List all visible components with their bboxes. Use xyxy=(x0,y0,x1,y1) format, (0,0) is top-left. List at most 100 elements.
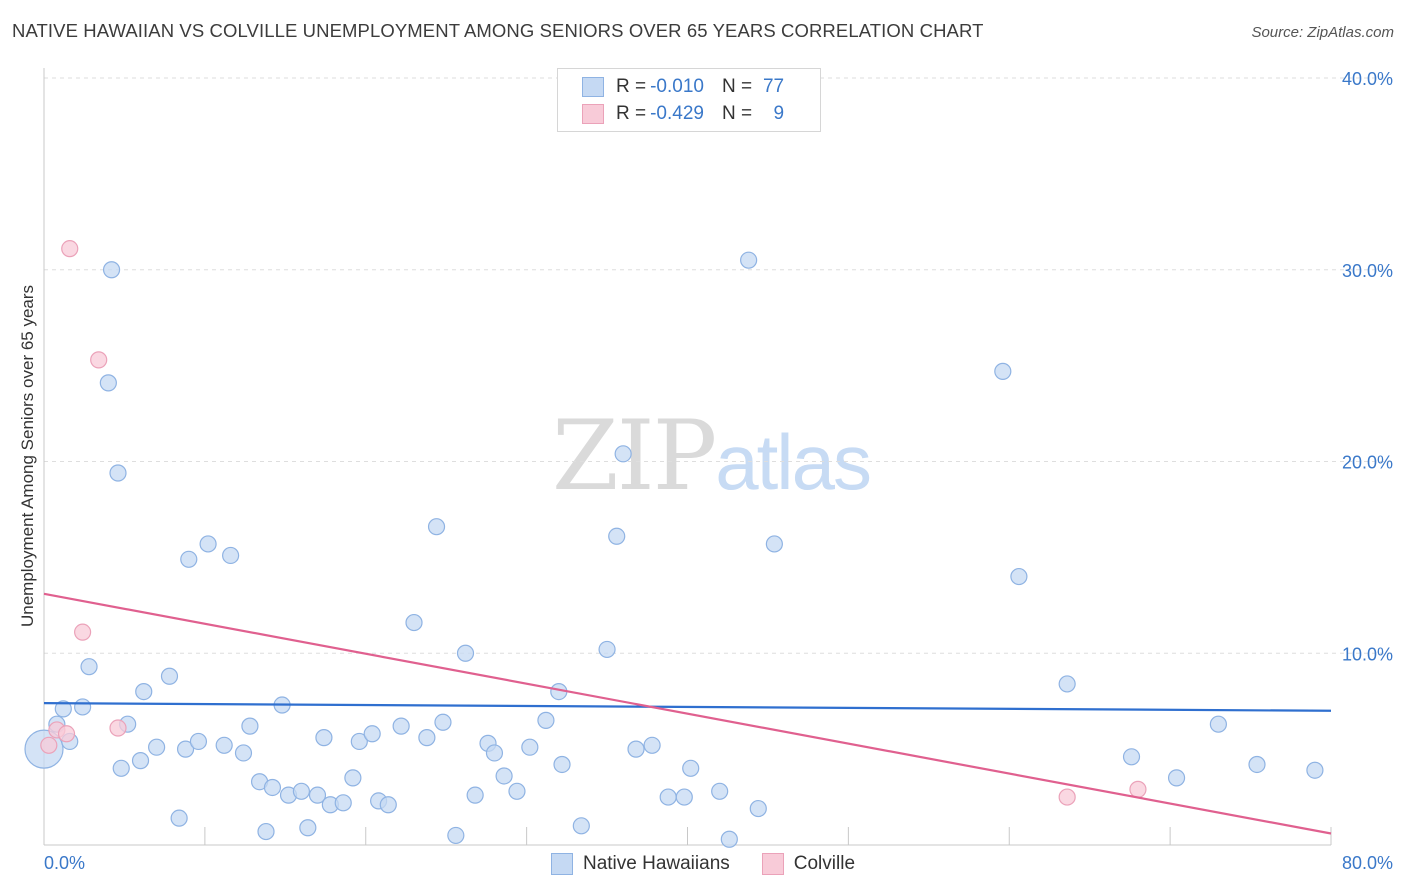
trend-line-native-hawaiians xyxy=(43,702,1332,712)
data-point-native-hawaiians xyxy=(308,786,327,804)
data-point-colville xyxy=(1129,780,1147,798)
legend-swatch-pink xyxy=(582,104,604,124)
data-point-native-hawaiians xyxy=(257,822,275,841)
data-point-native-hawaiians xyxy=(80,658,98,676)
data-point-native-hawaiians xyxy=(148,738,166,756)
data-point-native-hawaiians xyxy=(675,788,693,806)
data-point-native-hawaiians xyxy=(1058,675,1076,693)
tick-labels: 10.0% 20.0% 30.0% 40.0% 0.0% 80.0% xyxy=(44,69,1393,873)
legend-item-colville: Colville xyxy=(761,853,856,875)
legend-label: Colville xyxy=(793,853,856,874)
data-point-native-hawaiians xyxy=(102,261,121,279)
y-tick-label: 20.0% xyxy=(1342,453,1393,473)
data-point-colville xyxy=(90,351,108,369)
legend-item-native-hawaiians: Native Hawaiians xyxy=(550,853,730,875)
data-point-native-hawaiians xyxy=(466,786,484,804)
data-point-native-hawaiians xyxy=(1306,761,1324,779)
data-point-native-hawaiians xyxy=(131,752,150,770)
data-point-native-hawaiians xyxy=(572,817,590,835)
data-point-native-hawaiians xyxy=(598,640,616,659)
y-tick-label: 30.0% xyxy=(1342,261,1393,281)
data-point-colville xyxy=(57,725,76,743)
data-point-native-hawaiians xyxy=(215,736,233,754)
trend-line-colville xyxy=(43,592,1332,835)
data-point-native-hawaiians xyxy=(1122,748,1141,766)
data-point-native-hawaiians xyxy=(508,782,526,800)
data-point-native-hawaiians xyxy=(189,732,208,751)
data-point-native-hawaiians xyxy=(1167,769,1186,787)
data-point-native-hawaiians xyxy=(241,717,259,735)
n-label: N = xyxy=(721,76,753,97)
data-point-native-hawaiians xyxy=(765,535,783,553)
data-point-colville xyxy=(40,736,58,754)
data-point-native-hawaiians xyxy=(1248,755,1266,774)
data-point-native-hawaiians xyxy=(434,713,452,731)
watermark-zip: ZIP xyxy=(552,400,717,512)
data-point-colville xyxy=(1058,788,1076,806)
data-point-colville xyxy=(74,623,92,641)
y-tick-label: 10.0% xyxy=(1342,644,1393,664)
data-point-native-hawaiians xyxy=(608,527,626,545)
data-point-native-hawaiians xyxy=(456,644,475,662)
data-point-native-hawaiians xyxy=(263,778,282,797)
r-label: R = xyxy=(616,103,647,124)
data-point-native-hawaiians xyxy=(521,738,539,756)
data-point-native-hawaiians xyxy=(199,535,217,553)
data-point-native-hawaiians xyxy=(447,826,465,845)
trend-lines xyxy=(43,592,1332,835)
data-point-native-hawaiians xyxy=(350,732,368,751)
data-point-native-hawaiians xyxy=(334,794,352,812)
data-point-native-hawaiians xyxy=(109,464,127,482)
data-point-native-hawaiians xyxy=(1010,567,1028,586)
data-point-native-hawaiians xyxy=(994,362,1012,380)
r-value: -0.010 xyxy=(650,76,704,97)
data-point-native-hawaiians xyxy=(74,698,92,716)
legend-row-native-hawaiians: R = -0.010 N = 77 xyxy=(582,75,784,99)
axes xyxy=(43,68,1332,846)
legend-swatch-pink xyxy=(761,853,784,875)
data-point-native-hawaiians xyxy=(427,518,446,536)
data-point-native-hawaiians xyxy=(99,374,117,392)
legend-row-colville: R = -0.429 N = 9 xyxy=(582,102,784,126)
data-point-native-hawaiians xyxy=(315,729,333,747)
y-axis-label: Unemployment Among Seniors over 65 years xyxy=(18,284,37,628)
data-point-native-hawaiians xyxy=(392,717,410,735)
data-point-native-hawaiians xyxy=(711,782,729,800)
data-point-colville xyxy=(109,719,127,737)
data-point-native-hawaiians xyxy=(740,251,758,269)
data-point-native-hawaiians xyxy=(418,729,436,747)
series-native-hawaiians xyxy=(24,251,1324,848)
source-label: Source: ZipAtlas.com xyxy=(1251,24,1394,41)
r-value: -0.429 xyxy=(650,103,704,124)
data-point-native-hawaiians xyxy=(170,809,188,827)
data-point-native-hawaiians xyxy=(363,725,381,743)
data-point-native-hawaiians xyxy=(54,700,72,718)
r-label: R = xyxy=(616,76,647,97)
legend-swatch-blue xyxy=(582,77,604,97)
legend-swatch-blue xyxy=(550,853,573,875)
data-point-native-hawaiians xyxy=(553,755,571,774)
n-label: N = xyxy=(721,103,753,124)
series-colville xyxy=(40,240,1147,806)
chart-title: NATIVE HAWAIIAN VS COLVILLE UNEMPLOYMENT… xyxy=(12,20,984,41)
n-value: 77 xyxy=(762,76,785,97)
data-point-native-hawaiians xyxy=(1209,715,1227,733)
data-point-native-hawaiians xyxy=(222,546,240,565)
data-point-native-hawaiians xyxy=(659,788,677,806)
data-point-native-hawaiians xyxy=(614,445,632,463)
data-point-native-hawaiians xyxy=(379,796,397,814)
data-point-native-hawaiians xyxy=(749,799,767,818)
data-point-native-hawaiians xyxy=(627,740,645,758)
data-point-colville xyxy=(61,240,79,258)
data-point-native-hawaiians xyxy=(176,740,195,758)
data-point-native-hawaiians xyxy=(160,667,179,685)
n-value: 9 xyxy=(773,103,785,124)
data-point-native-hawaiians xyxy=(682,759,700,777)
series-legend: Native Hawaiians Colville xyxy=(0,852,1406,876)
data-point-native-hawaiians xyxy=(495,767,513,785)
data-point-native-hawaiians xyxy=(292,782,310,800)
data-point-native-hawaiians xyxy=(112,759,130,777)
legend-label: Native Hawaiians xyxy=(582,853,730,874)
x-tick-label: 0.0% xyxy=(44,853,85,873)
data-point-native-hawaiians xyxy=(344,769,362,787)
